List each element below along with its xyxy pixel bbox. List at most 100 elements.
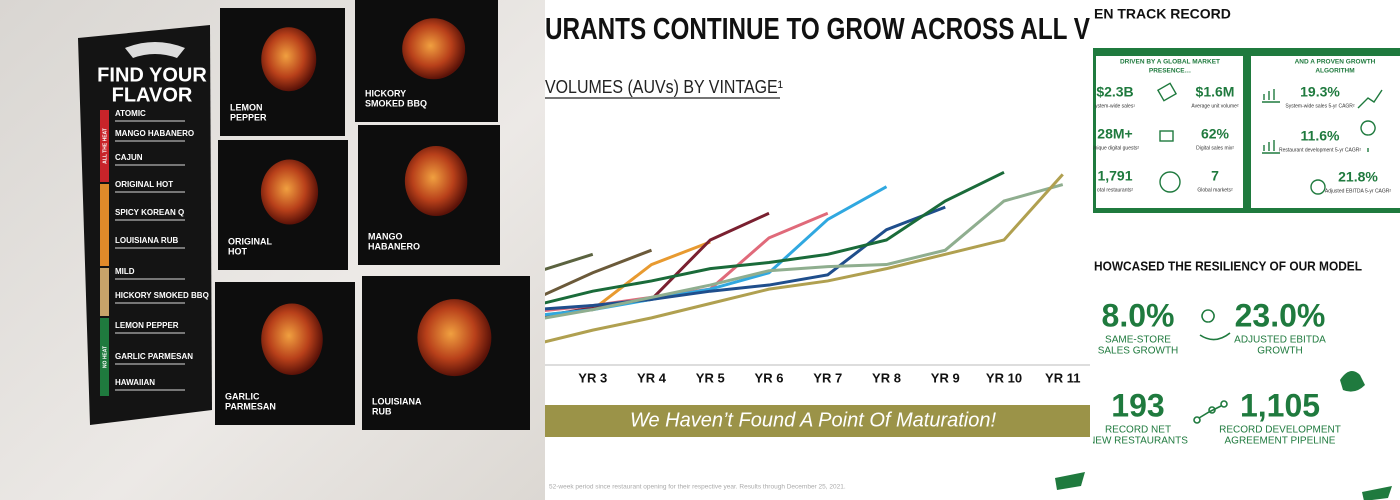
x-tick-label: YR 6	[755, 370, 784, 385]
tile-label: ORIGINAL	[228, 236, 273, 246]
stat-label: System-wide sales 5-yr CAGR²	[1285, 103, 1355, 109]
heat-strip	[100, 110, 109, 182]
annotation: We Haven’t Found A Point Of Maturation!	[630, 409, 997, 431]
highlight-label: ADJUSTED EBITDA	[1234, 335, 1326, 346]
item-description	[115, 120, 185, 122]
item-description	[115, 332, 185, 334]
tile-label: HOT	[228, 246, 248, 256]
series-line	[545, 252, 594, 271]
menu-board	[78, 25, 212, 425]
highlight-label: SALES GROWTH	[1098, 346, 1179, 357]
chicken-icon	[1340, 371, 1365, 392]
stats-slide: EN TRACK RECORD DRIVEN BY A GLOBAL MARKE…	[1088, 0, 1400, 500]
wing-image	[402, 18, 466, 80]
stat-value: 28M+	[1097, 126, 1132, 142]
wing-image	[404, 146, 468, 216]
item-description	[115, 302, 185, 304]
menu-title: FLAVOR	[112, 84, 193, 106]
menu-title: FIND YOUR	[97, 64, 207, 86]
tile-label: HABANERO	[368, 241, 420, 251]
x-tick-label: YR 8	[872, 370, 901, 385]
icons	[1156, 82, 1383, 195]
box-heading: AND A PROVEN GROWTH	[1295, 59, 1376, 66]
stat-value: $2.3B	[1096, 84, 1133, 100]
tile-label: RUB	[372, 406, 392, 416]
item-description	[115, 191, 185, 193]
series-line	[545, 205, 946, 311]
tile-label: LEMON	[230, 102, 263, 112]
menu-item: CAJUN	[115, 153, 143, 162]
stat-value: 7	[1211, 168, 1219, 184]
heat-strip	[100, 184, 109, 266]
box-heading: ALGORITHM	[1315, 68, 1354, 75]
chart-title: URANTS CONTINUE TO GROW ACROSS ALL V	[545, 11, 1090, 46]
stat-label: Digital sales mix²	[1196, 145, 1234, 151]
item-description	[115, 363, 185, 365]
heat-strip	[100, 318, 109, 396]
x-tick-label: YR 3	[578, 370, 607, 385]
menu-item: SPICY KOREAN Q	[115, 208, 184, 217]
menu-item: ATOMIC	[115, 109, 146, 118]
series-line	[545, 170, 1005, 305]
highlight-label: NEW RESTAURANTS	[1088, 436, 1188, 447]
logo	[125, 42, 185, 58]
stat-value: 62%	[1201, 126, 1230, 142]
stat-label: Unique digital guests²	[1091, 145, 1139, 151]
item-description	[115, 219, 185, 221]
item-description	[115, 247, 185, 249]
x-tick-label: YR 7	[813, 370, 842, 385]
stat-value: $1.6M	[1196, 84, 1235, 100]
annotation-banner	[545, 405, 1090, 437]
wing-image	[261, 303, 323, 375]
stat-label: Global markets²	[1197, 187, 1233, 193]
box-heading: DRIVEN BY A GLOBAL MARKET	[1120, 59, 1220, 66]
highlight-label: GROWTH	[1257, 346, 1303, 357]
tile-label: PEPPER	[230, 112, 267, 122]
x-tick-label: YR 4	[637, 370, 667, 385]
wing-image	[260, 159, 319, 225]
footnote: 52-week period since restaurant opening …	[549, 484, 846, 491]
tile-label: LOUISIANA	[372, 396, 422, 406]
item-description	[115, 278, 185, 280]
series-line	[545, 183, 1064, 320]
tile-label: PARMESAN	[225, 401, 276, 411]
x-tick-label: YR 5	[696, 370, 725, 385]
highlight-value: 8.0%	[1102, 297, 1175, 333]
menu-items: ATOMIC MANGO HABANERO CAJUN ORIGINAL HOT SPI…	[115, 109, 209, 391]
highlight-value: 1,105	[1240, 387, 1320, 423]
item-description	[115, 164, 185, 166]
menu-item: LOUISIANA RUB	[115, 236, 178, 245]
stat-label: Restaurant development 5-yr CAGR²	[1279, 147, 1361, 153]
menu-item: HICKORY SMOKED BBQ	[115, 291, 209, 300]
series-line	[545, 248, 653, 297]
tile-label: GARLIC	[225, 391, 260, 401]
chart-slide: URANTS CONTINUE TO GROW ACROSS ALL V VOL…	[545, 0, 1090, 500]
tile-label: SMOKED BBQ	[365, 98, 427, 108]
icons	[1193, 309, 1231, 424]
highlight-label: AGREEMENT PIPELINE	[1225, 436, 1336, 447]
heat-label: ALL THE HEAT	[102, 128, 108, 164]
menu-item: ORIGINAL HOT	[115, 180, 173, 189]
x-tick-label: YR 9	[931, 370, 960, 385]
menu-item: MILD	[115, 267, 135, 276]
logo	[1055, 472, 1085, 490]
x-tick-label: YR 11	[1045, 370, 1080, 385]
wing-image	[417, 299, 492, 377]
chart-subtitle: VOLUMES (AUVs) BY VINTAGE¹	[545, 77, 783, 97]
stat-label: ystem-wide sales¹	[1095, 103, 1135, 109]
heat-label: NO HEAT	[102, 346, 108, 368]
logo	[1362, 486, 1392, 500]
highlight-value: 23.0%	[1235, 297, 1326, 333]
menu-photo: FIND YOUR FLAVOR ALL THE HEAT NO HEAT AT…	[0, 0, 545, 500]
series-line	[545, 173, 1064, 344]
stat-label: Average unit volume²	[1191, 103, 1238, 109]
highlight-label: RECORD DEVELOPMENT	[1219, 425, 1341, 436]
stat-value: 21.8%	[1338, 169, 1378, 185]
tile-label: MANGO	[368, 231, 403, 241]
box-heading: PRESENCE…	[1149, 68, 1191, 75]
